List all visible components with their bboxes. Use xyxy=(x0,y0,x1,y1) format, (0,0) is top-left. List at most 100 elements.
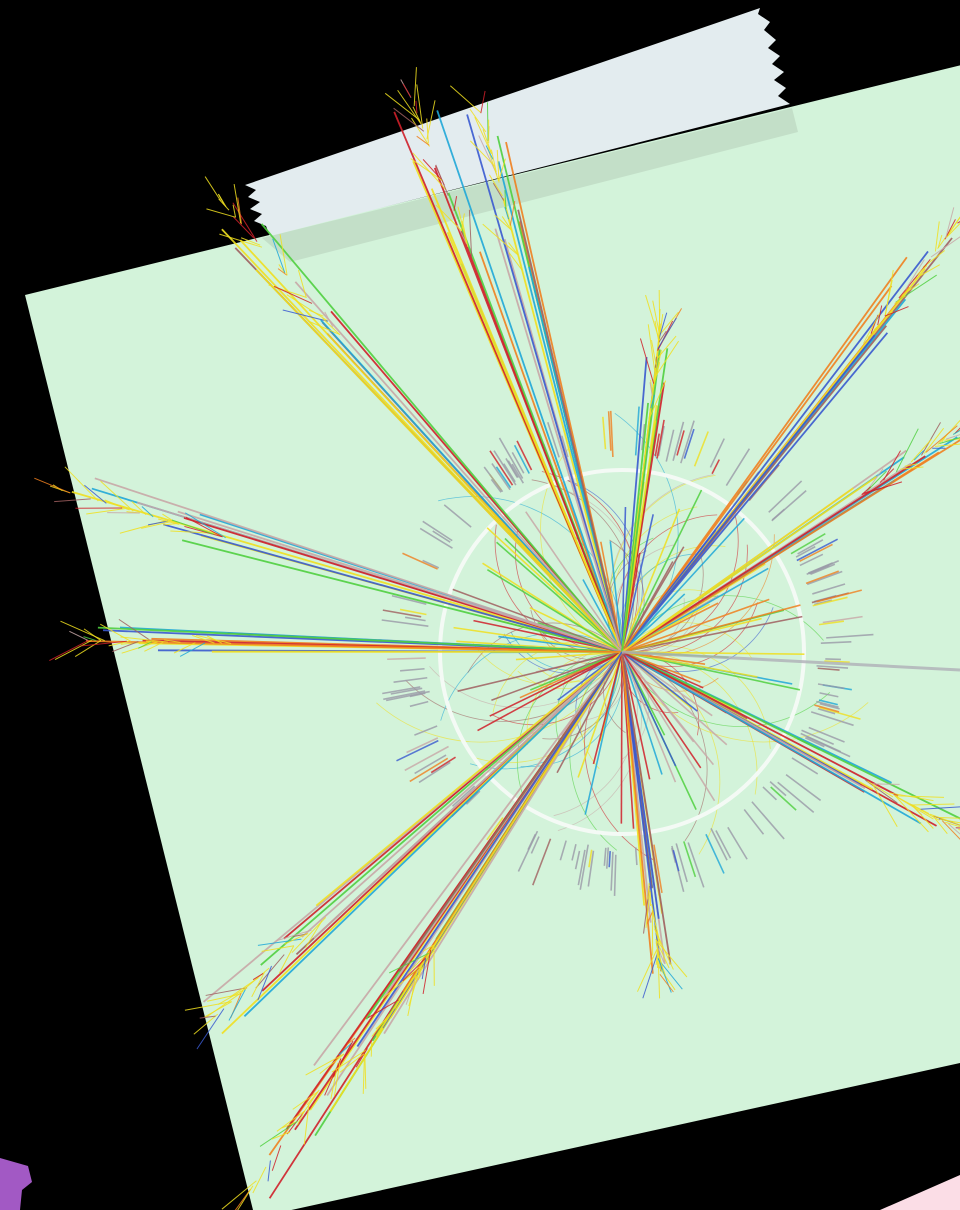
jet-track xyxy=(446,231,623,653)
shower xyxy=(642,953,658,999)
detector-hit xyxy=(725,448,751,486)
detector-hit xyxy=(381,619,429,628)
detector-hit xyxy=(404,616,426,622)
shower xyxy=(913,264,940,281)
shower xyxy=(861,481,903,495)
shower xyxy=(435,164,449,196)
shower xyxy=(410,158,443,182)
shower xyxy=(196,1008,225,1050)
jet-track xyxy=(621,357,648,653)
shower xyxy=(74,640,102,658)
shower xyxy=(339,1053,365,1073)
shower xyxy=(412,106,422,123)
shower xyxy=(652,300,660,335)
shower xyxy=(457,206,467,244)
detector-hit xyxy=(817,667,840,671)
shower xyxy=(273,285,313,304)
shower xyxy=(941,820,960,840)
detector-hit xyxy=(587,850,595,887)
shower xyxy=(939,437,960,444)
detector-hit xyxy=(491,463,511,491)
shower xyxy=(657,960,661,999)
shower xyxy=(171,519,214,535)
shower xyxy=(403,966,421,981)
track xyxy=(453,626,623,653)
detector-hit xyxy=(532,838,552,886)
shower xyxy=(252,972,264,981)
shower xyxy=(916,264,928,276)
detector-hit xyxy=(715,830,732,859)
shower xyxy=(141,521,171,529)
shower xyxy=(652,362,661,390)
detector-hit xyxy=(814,704,840,713)
shower xyxy=(384,92,420,121)
shower xyxy=(184,525,222,538)
shower xyxy=(426,118,429,144)
shower xyxy=(228,989,246,1021)
shower xyxy=(910,438,932,463)
shower xyxy=(417,962,423,981)
shower xyxy=(255,954,285,989)
jet-track xyxy=(621,651,960,820)
detector-hit xyxy=(799,543,833,563)
shower xyxy=(930,236,960,258)
grey-track xyxy=(621,650,960,672)
shower xyxy=(185,516,223,538)
shower xyxy=(482,223,519,256)
detector-hit xyxy=(770,786,797,811)
detector-hit xyxy=(771,508,785,521)
shower xyxy=(653,340,680,379)
detector-hit xyxy=(806,735,851,758)
shower xyxy=(945,207,955,239)
shower xyxy=(34,477,71,494)
shower xyxy=(649,380,667,418)
detector-hit xyxy=(513,444,530,474)
shower xyxy=(946,216,960,238)
purple-shape xyxy=(0,1158,32,1210)
shower xyxy=(83,628,102,642)
shower xyxy=(141,506,154,518)
shower xyxy=(898,259,931,299)
detector-hit xyxy=(418,761,451,784)
shower xyxy=(480,90,486,114)
shower xyxy=(453,196,458,211)
shower xyxy=(460,213,465,231)
shower xyxy=(69,630,89,641)
detector-hit xyxy=(727,826,748,860)
detector-hit xyxy=(808,726,845,743)
shower xyxy=(485,145,494,160)
detector-hit xyxy=(777,781,815,814)
shower xyxy=(375,1018,387,1030)
shower xyxy=(486,102,489,141)
shower xyxy=(508,242,519,255)
shower xyxy=(267,1160,271,1182)
shower xyxy=(657,317,677,350)
detector-hit xyxy=(608,851,611,868)
detector-hit xyxy=(422,559,440,569)
shower xyxy=(104,499,130,511)
detector-hit xyxy=(641,423,646,451)
track xyxy=(621,489,703,653)
shower xyxy=(929,813,960,826)
shower xyxy=(64,466,99,502)
track xyxy=(489,651,623,717)
jet-track xyxy=(433,167,623,653)
shower xyxy=(184,1001,232,1011)
curl-track xyxy=(579,651,623,770)
detector-hit xyxy=(605,847,610,869)
jet-track xyxy=(621,334,876,653)
detector-hit xyxy=(602,416,607,450)
detector-hit xyxy=(710,827,728,861)
detector-hit xyxy=(672,849,680,872)
shower xyxy=(276,929,312,942)
shower xyxy=(271,1145,282,1171)
shower xyxy=(469,108,487,133)
shower xyxy=(496,149,500,183)
shower xyxy=(904,463,918,467)
jet-track xyxy=(621,332,889,653)
shower xyxy=(645,294,660,340)
detector-hit xyxy=(817,683,845,690)
track xyxy=(477,651,623,732)
shower xyxy=(954,427,960,434)
jet-track xyxy=(301,651,623,938)
